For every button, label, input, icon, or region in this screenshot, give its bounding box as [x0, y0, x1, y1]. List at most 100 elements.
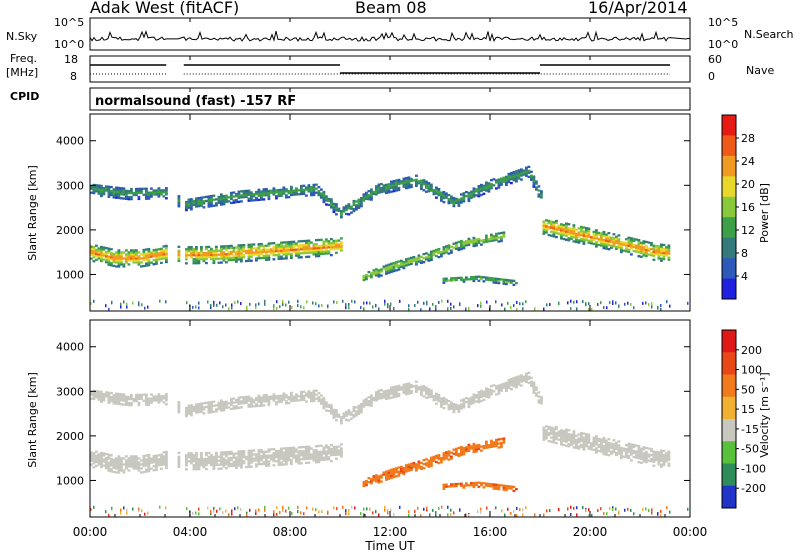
velocity-cell: [587, 437, 591, 440]
velocity-cell: [90, 507, 92, 511]
velocity-cell: [385, 476, 388, 479]
velocity-cell: [277, 461, 281, 465]
velocity-cell: [615, 441, 618, 444]
power-cell: [432, 189, 436, 192]
power-cell: [395, 181, 398, 184]
power-cell: [327, 304, 329, 308]
velocity-cell: [280, 453, 283, 456]
power-cell: [235, 195, 238, 198]
velocity-cell: [667, 464, 671, 467]
power-cell: [202, 259, 206, 263]
velocity-cell: [335, 453, 338, 456]
power-cell: [262, 198, 266, 201]
velocity-cell: [227, 458, 231, 462]
power-cell: [397, 188, 401, 192]
velocity-cell: [607, 450, 611, 453]
power-cell: [100, 251, 103, 255]
power-cell: [280, 190, 283, 193]
power-cell: [222, 203, 226, 206]
velocity-cell: [505, 486, 508, 490]
power-cell: [222, 257, 226, 260]
power-cell: [565, 222, 568, 225]
power-cell: [135, 189, 138, 193]
power-cell: [237, 258, 241, 261]
velocity-cell: [405, 382, 408, 386]
power-cell: [587, 233, 591, 236]
power-cell: [377, 185, 381, 188]
power-cell: [485, 185, 488, 188]
velocity-cell: [265, 460, 268, 463]
power-cell: [467, 239, 471, 242]
power-cell: [300, 184, 303, 188]
power-cell: [657, 255, 661, 258]
velocity-cell: [650, 460, 653, 463]
power-cell: [107, 189, 111, 192]
power-cell: [147, 259, 151, 263]
power-cell: [392, 179, 396, 183]
power-cell: [370, 196, 373, 199]
velocity-cell: [247, 403, 251, 406]
velocity-cell: [115, 459, 118, 462]
velocity-cell: [210, 461, 213, 465]
power-cell: [185, 248, 188, 251]
power-cell: [525, 168, 528, 171]
power-cell: [457, 240, 461, 244]
velocity-cell: [620, 454, 623, 458]
velocity-cell: [595, 441, 598, 444]
power-cell: [387, 267, 391, 270]
velocity-cell: [549, 509, 551, 513]
velocity-cell: [277, 457, 281, 461]
velocity-cell: [340, 443, 343, 446]
power-cell: [195, 260, 198, 263]
power-cell: [430, 185, 433, 188]
power-cell: [375, 187, 378, 190]
power-cell: [520, 172, 523, 175]
velocity-cell: [617, 448, 621, 451]
power-cell: [222, 245, 226, 248]
velocity-cell: [652, 460, 656, 463]
velocity-cell: [185, 408, 188, 412]
power-cell: [660, 251, 663, 254]
velocity-cell: [197, 459, 201, 463]
velocity-cell: [262, 404, 266, 407]
power-cell: [237, 254, 241, 257]
power-cell: [612, 239, 616, 242]
power-cell: [225, 303, 227, 307]
velocity-cell: [307, 451, 311, 454]
power-cell: [637, 239, 641, 242]
power-cell: [152, 189, 156, 192]
power-cell: [332, 245, 336, 249]
velocity-cell: [620, 452, 623, 456]
power-cell: [465, 278, 468, 281]
power-cell: [580, 227, 583, 231]
velocity-cell: [360, 410, 363, 414]
velocity-cell: [177, 411, 181, 414]
power-cell: [378, 307, 380, 311]
velocity-cell: [267, 397, 271, 401]
power-cell: [500, 179, 503, 182]
power-cell: [325, 250, 328, 253]
power-cell: [637, 251, 641, 254]
power-cell: [127, 251, 131, 254]
power-cell: [400, 180, 403, 183]
velocity-cell: [530, 380, 533, 383]
power-cell: [100, 247, 103, 251]
velocity-cell: [615, 445, 618, 448]
velocity-cell: [370, 480, 373, 483]
velocity-cell: [267, 401, 271, 405]
velocity-cell: [250, 403, 253, 406]
velocity-cell: [102, 460, 106, 463]
velocity-cell: [277, 449, 281, 453]
velocity-cell: [410, 389, 413, 393]
velocity-cell: [132, 467, 136, 470]
power-cell: [320, 188, 323, 191]
velocity-cell: [92, 466, 96, 469]
power-cell: [617, 234, 621, 237]
power-cell: [560, 227, 563, 230]
power-cell: [185, 206, 188, 210]
velocity-cell: [480, 507, 482, 511]
power-cell: [232, 256, 236, 259]
velocity-cell: [387, 469, 391, 472]
power-cell: [137, 257, 141, 260]
velocity-cell: [485, 442, 488, 445]
